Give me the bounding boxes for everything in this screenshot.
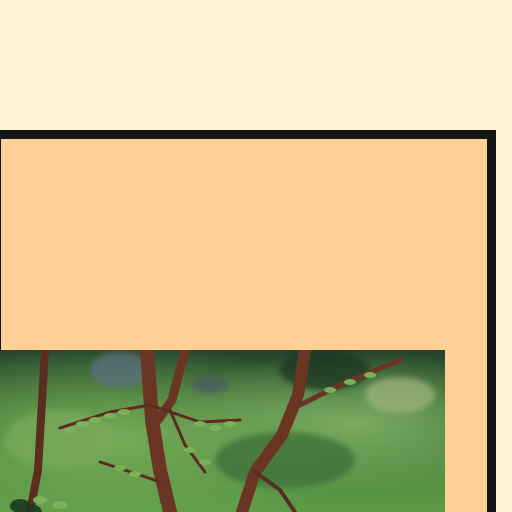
photo-thumbnail[interactable] [0, 350, 445, 512]
tree-photo-image [0, 350, 445, 512]
